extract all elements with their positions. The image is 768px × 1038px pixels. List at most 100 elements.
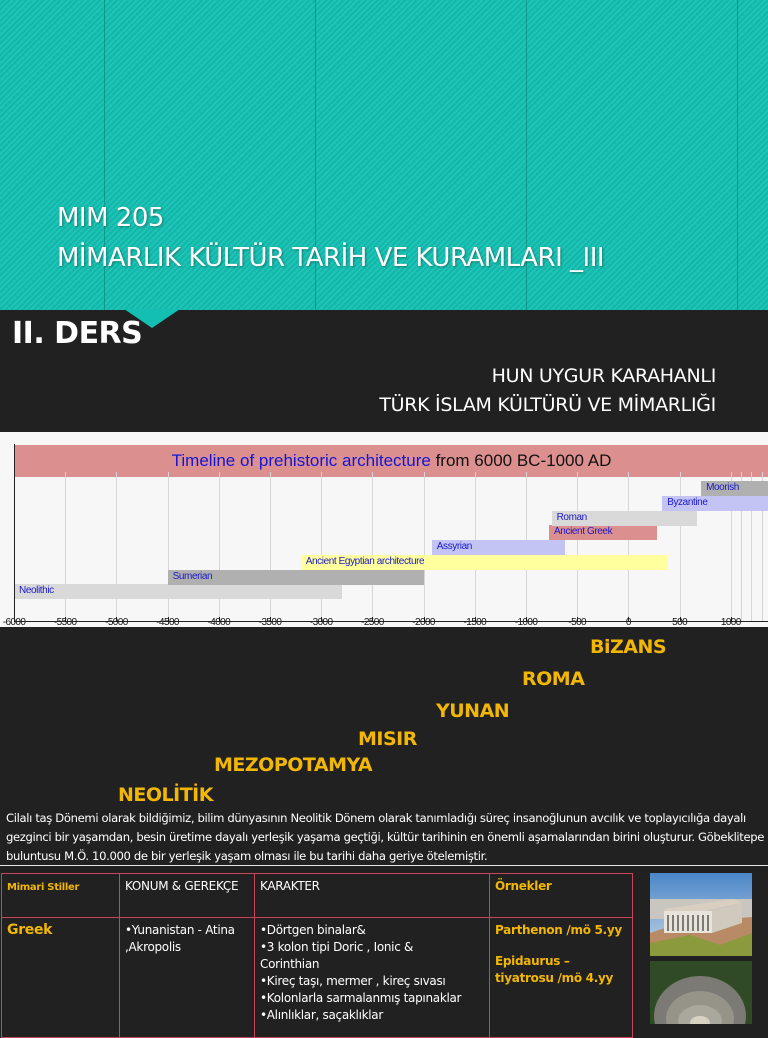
- style-name: Greek: [7, 922, 53, 938]
- timeline-bar: Assyrian: [431, 540, 565, 555]
- header-cell: KARAKTER: [254, 873, 490, 918]
- x-axis: [14, 621, 768, 622]
- character-line: •Kolonlarla sarmalanmış tapınaklar: [260, 991, 462, 1005]
- character-line: •Dörtgen binalar&: [260, 923, 366, 937]
- x-tick: [116, 617, 118, 622]
- header-label: Mimari Stiller: [7, 882, 80, 893]
- y-axis: [14, 444, 15, 622]
- header-label: Örnekler: [495, 879, 552, 893]
- epidaurus-illustration: [650, 961, 752, 1024]
- gridline: [679, 472, 681, 622]
- x-tick: [474, 617, 476, 622]
- table-header-row: Mimari Stiller KONUM & GEREKÇE KARAKTER …: [1, 873, 633, 918]
- x-tick: [577, 617, 579, 622]
- x-tick-label: -1500: [463, 617, 487, 627]
- gridline: [628, 472, 630, 622]
- x-tick-label: -5500: [53, 617, 77, 627]
- divider: [104, 0, 105, 310]
- subtitle-line-1: HUN UYGUR KARAHANLI: [491, 365, 717, 387]
- gridline: [270, 472, 271, 622]
- location-cell: •Yunanistan - Atina ,Akropolis: [119, 917, 255, 1038]
- timeline-bar: Ancient Greek: [549, 525, 657, 540]
- x-tick-label: -4500: [156, 617, 179, 627]
- character-line: •Kireç taşı, mermer , kireç sıvası: [260, 974, 446, 988]
- timeline-bar: Byzantine: [662, 496, 768, 511]
- character-cell: •Dörtgen binalar& •3 kolon tipi Doric , …: [254, 917, 490, 1038]
- divider: [526, 0, 527, 310]
- x-tick: [423, 617, 425, 622]
- x-tick-label: 500: [672, 617, 688, 627]
- parthenon-illustration: [650, 873, 752, 956]
- neolithic-paragraph: Cilalı taş Dönemi olarak bildiğimiz, bil…: [6, 811, 765, 863]
- era-label-mezopotamya: MEZOPOTAMYA: [214, 754, 373, 776]
- timeline-bar: Ancient Egyptian architecture: [300, 555, 668, 570]
- title-banner: MIM 205 MİMARLIK KÜLTÜR TARİH VE KURAMLA…: [0, 0, 768, 310]
- example-item: Epidaurus – tiyatrosu /mö 4.yy: [495, 954, 613, 985]
- location-line: •Yunanistan - Atina: [125, 923, 235, 937]
- x-tick: [218, 617, 220, 622]
- gridline: [65, 472, 67, 622]
- gridline: [577, 472, 579, 622]
- x-tick-label: 0: [625, 617, 632, 627]
- era-label-yunan: YUNAN: [436, 700, 510, 722]
- x-tick: [65, 617, 67, 622]
- x-tick: [270, 617, 271, 622]
- course-code: MIM 205: [57, 203, 164, 233]
- timeline-bar: Roman: [551, 511, 697, 526]
- era-label-roma: ROMA: [522, 668, 585, 690]
- gridline: [218, 472, 220, 622]
- chart-title-range: from 6000 BC-1000 AD: [430, 451, 612, 470]
- location-line: ,Akropolis: [125, 940, 181, 954]
- timeline-bar: Sumerian: [167, 570, 424, 585]
- header-cell: Mimari Stiller: [1, 873, 120, 918]
- gridline: [751, 472, 753, 622]
- x-tick-label: -5000: [105, 617, 128, 627]
- character-line: Corinthian: [260, 957, 320, 971]
- divider: [737, 0, 738, 310]
- gridline: [741, 472, 743, 622]
- chart-title: Timeline of prehistoric architecture fro…: [15, 445, 768, 477]
- x-tick: [372, 617, 374, 622]
- lesson-title: II. DERS: [12, 316, 143, 351]
- header-label: KONUM & GEREKÇE: [125, 879, 239, 893]
- era-label-bizans: BiZANS: [590, 636, 667, 658]
- epidaurus-image: [650, 961, 752, 1024]
- character-line: •Alınlıklar, saçaklıklar: [260, 1008, 383, 1022]
- header-cell: Örnekler: [489, 873, 633, 918]
- x-tick-label: -1000: [514, 617, 538, 627]
- x-tick: [679, 617, 681, 622]
- header-cell: KONUM & GEREKÇE: [119, 873, 255, 918]
- x-tick-label: 1000: [720, 617, 741, 627]
- divider: [0, 865, 768, 866]
- course-title-block: MIM 205 MİMARLIK KÜLTÜR TARİH VE KURAMLA…: [57, 198, 605, 278]
- x-tick-label: -500: [568, 617, 586, 627]
- lesson-band: II. DERS HUN UYGUR KARAHANLI TÜRK İSLAM …: [0, 310, 768, 432]
- x-tick: [628, 617, 630, 622]
- style-cell: Greek: [1, 917, 120, 1038]
- examples-cell: Parthenon /mö 5.yy Epidaurus – tiyatrosu…: [489, 917, 633, 1038]
- gridline: [761, 472, 763, 622]
- x-tick: [321, 617, 323, 622]
- subtitle-line-2: TÜRK İSLAM KÜLTÜRÜ VE MİMARLIĞI: [379, 394, 716, 416]
- x-tick: [167, 617, 169, 622]
- character-line: •3 kolon tipi Doric , Ionic &: [260, 940, 414, 954]
- gridline: [116, 472, 118, 622]
- parthenon-image: [650, 873, 752, 956]
- x-tick-label: -6000: [2, 617, 26, 627]
- era-label-misir: MISIR: [358, 728, 417, 750]
- x-tick-label: -2000: [412, 617, 435, 627]
- gridline: [372, 472, 374, 622]
- gridline: [423, 472, 425, 622]
- divider: [315, 0, 316, 310]
- timeline-bar: Moorish: [701, 481, 768, 496]
- header-label: KARAKTER: [260, 879, 320, 893]
- banner-notch: [124, 309, 180, 328]
- x-tick-label: -3500: [258, 617, 282, 627]
- era-label-neolitik: NEOLİTİK: [118, 784, 213, 806]
- timeline-bar: Neolithic: [14, 584, 342, 599]
- course-title: MİMARLIK KÜLTÜR TARİH VE KURAMLARI _III: [57, 243, 605, 273]
- gridline: [167, 472, 169, 622]
- timeline-chart: Timeline of prehistoric architecture fro…: [0, 432, 768, 627]
- x-tick-label: -3000: [309, 617, 333, 627]
- architecture-styles-table: Mimari Stiller KONUM & GEREKÇE KARAKTER …: [1, 873, 633, 1038]
